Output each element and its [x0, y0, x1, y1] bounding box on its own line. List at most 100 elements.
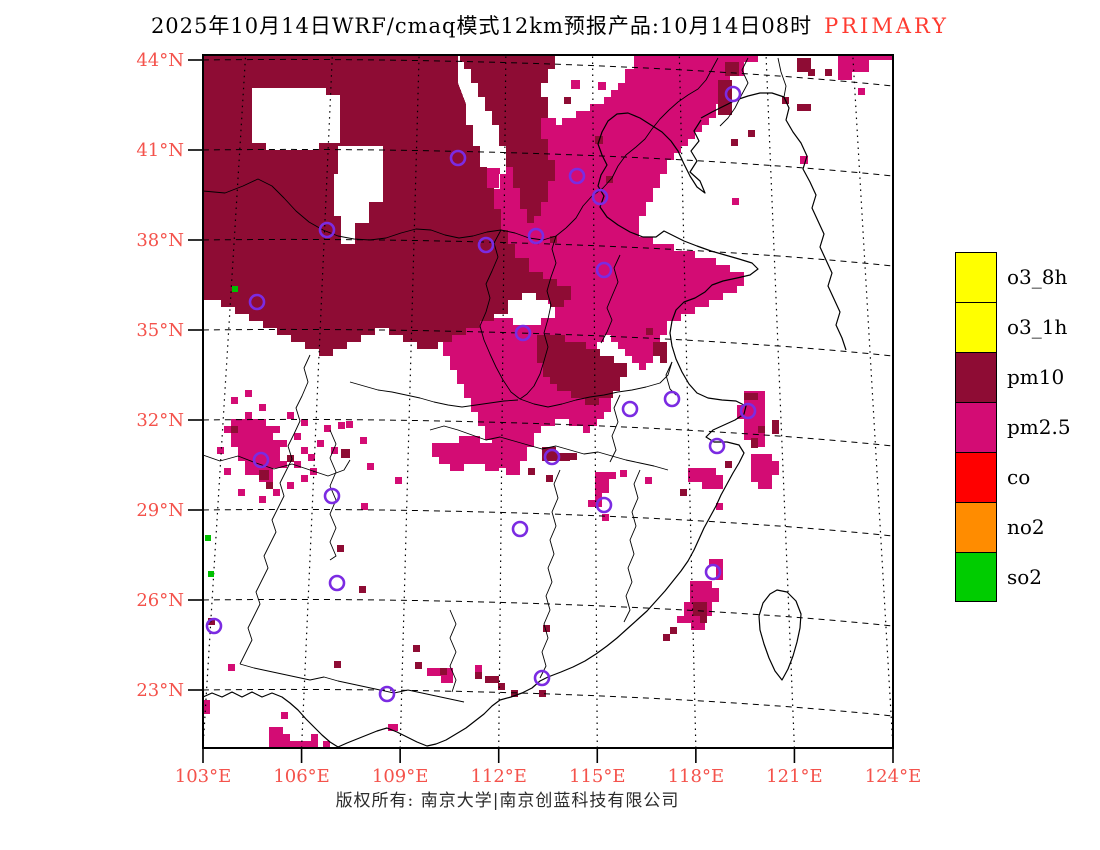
pm25-cell — [231, 397, 238, 404]
pm10-cell — [539, 690, 546, 697]
pm25-cell — [598, 82, 606, 90]
station-marker — [704, 563, 722, 581]
pm10-cell — [653, 342, 667, 356]
pm25-cell — [301, 475, 308, 482]
pm25-cell — [388, 724, 398, 731]
pm10-cell — [528, 468, 535, 475]
pm25-cell — [588, 500, 595, 507]
so2-cell — [208, 571, 214, 577]
lat-tick-label: 23°N — [136, 680, 184, 701]
lon-tick-label: 106°E — [273, 766, 330, 787]
station-marker — [533, 669, 551, 687]
pm10-cell — [266, 482, 273, 489]
pm10-cell — [744, 393, 758, 400]
legend-swatch-no2 — [955, 502, 997, 552]
pm25-cell — [732, 198, 739, 205]
station-marker — [724, 85, 742, 103]
station-marker — [477, 236, 495, 254]
lat-tick-label: 41°N — [136, 140, 184, 161]
legend-swatch-o3_1h — [955, 302, 997, 352]
pm10-cell — [660, 356, 667, 363]
lon-tick-label: 124°E — [865, 766, 922, 787]
legend-label: no2 — [1007, 515, 1045, 539]
pm25-region — [432, 436, 506, 471]
province-border — [349, 381, 519, 408]
pm25-cell — [281, 712, 288, 719]
pm10-cell — [413, 645, 420, 652]
pm25-cell — [645, 477, 652, 484]
legend-swatch-co — [955, 452, 997, 502]
station-marker — [591, 188, 609, 206]
pm10-cell — [231, 426, 238, 433]
pm10-cell — [259, 470, 269, 480]
pm25-cell — [475, 665, 482, 672]
province-border — [777, 57, 787, 98]
coastline — [758, 589, 802, 681]
title-highlight-primary: PRIMARY — [824, 14, 950, 38]
pm25-cell — [228, 664, 235, 671]
province-border — [239, 663, 465, 703]
pm25-cell — [361, 503, 368, 510]
pm10-cell — [543, 625, 550, 632]
lon-tick-label: 109°E — [372, 766, 429, 787]
pm10-cell — [646, 328, 653, 335]
pm10-cell — [287, 455, 294, 462]
pm10-cell — [670, 627, 677, 634]
pm25-cell — [245, 390, 252, 397]
pm10-cell — [564, 97, 571, 104]
pm10-region — [537, 335, 627, 405]
coastline — [203, 112, 759, 748]
lon-tick-label: 112°E — [470, 766, 527, 787]
pm10-cell — [700, 616, 707, 623]
pm10-cell — [334, 661, 341, 668]
lon-tick-label: 103°E — [175, 766, 232, 787]
legend-label: o3_1h — [1007, 315, 1068, 339]
lat-tick-label: 32°N — [136, 410, 184, 431]
legend-item-o3_1h: o3_1h — [955, 302, 1071, 352]
pm10-cell — [606, 176, 613, 183]
station-marker — [568, 167, 586, 185]
province-border — [449, 609, 457, 693]
pm25-cell — [294, 461, 301, 468]
title-text: 2025年10月14日WRF/cmaq模式12km预报产品:10月14日08时 — [150, 14, 813, 38]
pm10-cell — [208, 618, 215, 625]
legend-item-so2: so2 — [955, 552, 1071, 602]
pm25-cell — [203, 700, 210, 714]
pm10-cell — [751, 438, 758, 448]
province-border — [429, 425, 669, 471]
pm25-cell — [224, 468, 231, 475]
pm25-cell — [602, 514, 609, 521]
meridian-line — [852, 55, 893, 748]
legend-label: pm2.5 — [1007, 415, 1071, 439]
station-marker — [323, 487, 341, 505]
station-marker — [663, 390, 681, 408]
pm25-cell — [367, 463, 374, 470]
legend-item-pm25: pm2.5 — [955, 402, 1071, 452]
pm25-cell — [217, 447, 224, 454]
pm25-cell — [308, 454, 315, 461]
legend-swatch-pm10 — [955, 352, 997, 402]
legend-swatch-pm25 — [955, 402, 997, 452]
pm10-cell — [570, 453, 577, 460]
pm25-cell — [224, 426, 231, 433]
pm10-cell — [511, 690, 518, 697]
pm10-cell — [359, 586, 366, 593]
province-border — [665, 361, 677, 396]
pm25-cell — [571, 80, 580, 89]
so2-cell — [232, 286, 238, 292]
province-border — [329, 429, 337, 561]
pm25-cell — [259, 496, 266, 503]
legend-item-o3_8h: o3_8h — [955, 252, 1071, 302]
province-border — [203, 178, 567, 241]
pm25-cell — [331, 447, 338, 454]
pm10-cell — [808, 69, 815, 76]
pm25-cell — [287, 482, 294, 489]
pm10-cell — [663, 634, 670, 641]
pm25-cell — [360, 437, 367, 444]
pm25-cell — [395, 477, 402, 484]
lon-tick-label: 118°E — [668, 766, 725, 787]
pm10-cell — [550, 236, 557, 243]
station-marker — [708, 437, 726, 455]
